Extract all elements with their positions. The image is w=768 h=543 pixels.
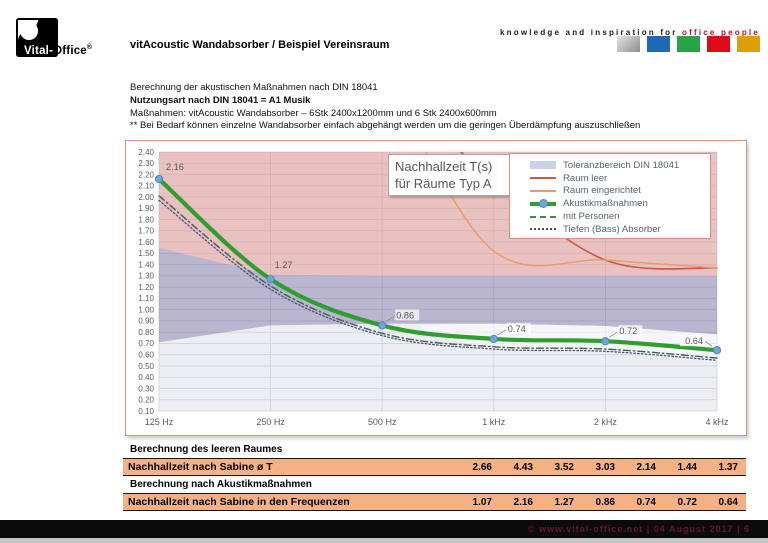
value-cell: 2.66 <box>472 461 492 473</box>
svg-text:0.40: 0.40 <box>138 373 154 382</box>
chart-plot-area: 0.10 0.20 0.30 0.40 0.50 0.60 0.70 0.80 0.90 1.00… <box>138 148 729 427</box>
svg-text:125 Hz: 125 Hz <box>145 417 174 427</box>
svg-text:0.30: 0.30 <box>138 384 154 393</box>
vital-office-logo-icon <box>16 18 58 57</box>
table-row-akustikmassnahmen: Nachhallzeit nach Sabine in den Frequenz… <box>123 493 746 511</box>
intro-line-2: Nutzungsart nach DIN 18041 = A1 Musik <box>130 94 311 106</box>
tolerance-band-swatch-icon <box>530 161 556 170</box>
svg-text:0.60: 0.60 <box>138 350 154 359</box>
svg-text:2.40: 2.40 <box>138 148 154 157</box>
footer-text: © www.vital-office.net | 04 August 2017 … <box>527 524 750 534</box>
result-tables: Berechnung des leeren Raumes Nachhallzei… <box>123 441 746 511</box>
table-section-title-2: Berechnung nach Akustikmaßnahmen <box>130 479 312 490</box>
value-cell: 0.64 <box>718 496 738 508</box>
chart-annotation: Nachhallzeit T(s) für Räume Typ A <box>388 154 514 196</box>
svg-text:1.80: 1.80 <box>138 215 154 224</box>
logo-wordmark: Vital-Office® <box>24 44 93 57</box>
svg-text:0.90: 0.90 <box>138 317 154 326</box>
svg-text:0.20: 0.20 <box>138 396 154 405</box>
intro-line-3: Maßnahmen: vitAcoustic Wandabsorber – 6S… <box>130 107 497 119</box>
value-cell: 3.03 <box>595 461 615 473</box>
intro-text: Berechnung der akustischen Maßnahmen nac… <box>130 82 640 133</box>
svg-text:1.00: 1.00 <box>138 305 154 314</box>
brand-square <box>677 36 700 52</box>
legend-item-akustikmassnahmen: Akustikmaßnahmen <box>530 197 702 210</box>
annotation-line-1: Nachhallzeit T(s) <box>395 159 493 174</box>
page-bottom-shadow <box>0 538 768 543</box>
svg-text:0.70: 0.70 <box>138 339 154 348</box>
svg-text:2.16: 2.16 <box>166 162 184 172</box>
row-label: Nachhallzeit nach Sabine in den Frequenz… <box>128 496 350 508</box>
table-section-title-1: Berechnung des leeren Raumes <box>130 444 283 455</box>
svg-text:2 kHz: 2 kHz <box>594 417 618 427</box>
reverberation-chart: 0.10 0.20 0.30 0.40 0.50 0.60 0.70 0.80 0.90 1.00… <box>125 140 747 436</box>
value-cell: 1.37 <box>718 461 738 473</box>
brand-tagline: knowledge and inspiration for office peo… <box>500 22 760 40</box>
svg-text:0.72: 0.72 <box>619 326 637 336</box>
value-cell: 1.07 <box>472 496 492 508</box>
legend-item-bass-absorber: Tiefen (Bass) Absorber <box>530 223 702 236</box>
footer-bar: © www.vital-office.net | 04 August 2017 … <box>0 520 768 538</box>
svg-text:0.10: 0.10 <box>138 407 154 416</box>
svg-text:0.50: 0.50 <box>138 362 154 371</box>
brand-square <box>707 36 730 52</box>
value-cell: 0.72 <box>677 496 697 508</box>
value-cell: 1.44 <box>677 461 697 473</box>
intro-line-4: ** Bei Bedarf können einzelne Wandabsorb… <box>130 120 641 132</box>
intro-line-1: Berechnung der akustischen Maßnahmen nac… <box>130 82 378 93</box>
brand-square <box>737 36 760 52</box>
svg-text:1.30: 1.30 <box>138 272 154 281</box>
brand-color-squares <box>617 36 760 52</box>
svg-text:1.50: 1.50 <box>138 249 154 258</box>
svg-text:1 kHz: 1 kHz <box>482 417 506 427</box>
legend-item-raum-leer: Raum leer <box>530 172 702 185</box>
svg-text:1.40: 1.40 <box>138 260 154 269</box>
svg-text:1.90: 1.90 <box>138 204 154 213</box>
svg-text:1.70: 1.70 <box>138 227 154 236</box>
value-cell: 0.86 <box>595 496 615 508</box>
chart-legend: Toleranzbereich DIN 18041 Raum leer Raum… <box>509 153 711 239</box>
value-cell: 1.27 <box>554 496 574 508</box>
row-label: Nachhallzeit nach Sabine ø T <box>128 461 273 473</box>
svg-text:4 kHz: 4 kHz <box>705 417 729 427</box>
svg-text:1.27: 1.27 <box>275 260 293 270</box>
logo-yinyang-icon <box>16 18 58 57</box>
svg-text:2.10: 2.10 <box>138 182 154 191</box>
orange-line-swatch-icon <box>530 190 556 192</box>
svg-text:0.74: 0.74 <box>508 324 526 334</box>
svg-text:1.20: 1.20 <box>138 283 154 292</box>
value-cell: 2.16 <box>513 496 533 508</box>
svg-text:0.80: 0.80 <box>138 328 154 337</box>
brand-square <box>647 36 670 52</box>
value-cell: 3.52 <box>554 461 574 473</box>
svg-text:0.64: 0.64 <box>685 336 703 346</box>
svg-text:2.00: 2.00 <box>138 193 154 202</box>
annotation-line-2: für Räume Typ A <box>395 176 492 191</box>
dotted-line-swatch-icon <box>530 228 556 231</box>
page-title: vitAcoustic Wandabsorber / Beispiel Vere… <box>130 39 390 51</box>
table-row-leerer-raum: Nachhallzeit nach Sabine ø T 2.66 4.43 3… <box>123 458 746 476</box>
red-line-swatch-icon <box>530 176 556 180</box>
legend-item-tolerance: Toleranzbereich DIN 18041 <box>530 159 702 172</box>
svg-text:2.20: 2.20 <box>138 170 154 179</box>
svg-text:1.10: 1.10 <box>138 294 154 303</box>
green-line-swatch-icon <box>530 199 556 209</box>
value-cell: 2.14 <box>636 461 656 473</box>
legend-item-mit-personen: mit Personen <box>530 210 702 223</box>
svg-text:2.30: 2.30 <box>138 159 154 168</box>
tagline-black: knowledge and inspiration for <box>500 28 678 37</box>
svg-text:250 Hz: 250 Hz <box>256 417 285 427</box>
value-cell: 0.74 <box>636 496 656 508</box>
svg-text:1.60: 1.60 <box>138 238 154 247</box>
value-cell: 4.43 <box>513 461 533 473</box>
legend-item-raum-eingerichtet: Raum eingerichtet <box>530 185 702 198</box>
svg-text:500 Hz: 500 Hz <box>368 417 397 427</box>
svg-text:0.86: 0.86 <box>396 310 414 320</box>
dashed-line-swatch-icon <box>530 215 556 218</box>
brand-square <box>617 36 640 52</box>
tagline-red: office people <box>682 28 760 37</box>
